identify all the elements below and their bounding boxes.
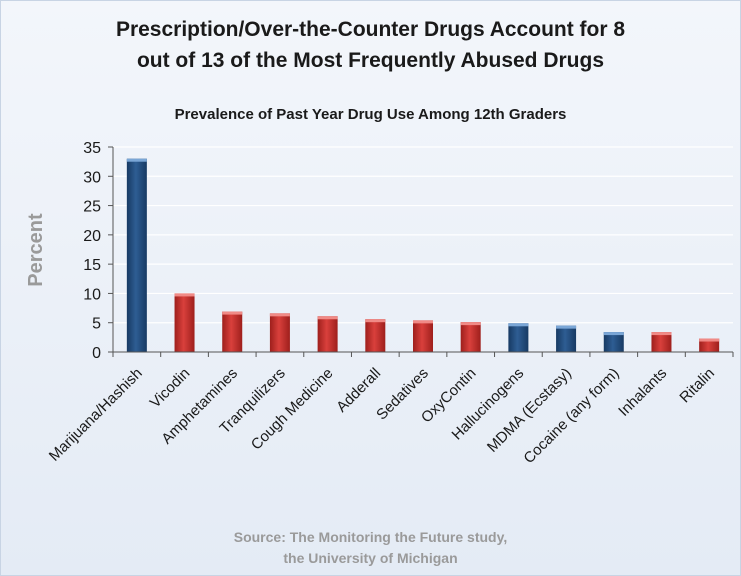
y-tick-label: 0: [92, 345, 101, 362]
bar-body: [508, 323, 529, 352]
x-tick-label: Vicodin: [147, 365, 194, 412]
bar-sedatives: [413, 320, 433, 352]
bar-body: [126, 158, 147, 352]
bar-cap: [222, 311, 243, 315]
bar-body: [365, 319, 386, 352]
bar-cap: [556, 325, 577, 329]
bar-inhalants: [651, 332, 672, 352]
bar-body: [699, 338, 720, 352]
bar-tranquilizers: [269, 313, 290, 352]
source-line-1: Source: The Monitoring the Future study,: [233, 529, 508, 545]
bar-body: [317, 316, 338, 352]
x-tick-label: MDMA (Ecstasy): [484, 365, 575, 456]
y-axis-label: Percent: [25, 213, 47, 287]
axes: [108, 146, 734, 357]
gridlines: [113, 146, 733, 324]
y-tick-label: 30: [83, 169, 101, 186]
bar-cap: [508, 323, 529, 327]
bar-cap: [460, 322, 481, 326]
y-tick-label: 10: [83, 286, 101, 303]
y-tick-label: 15: [83, 257, 101, 274]
bar-ritalin: [699, 338, 720, 352]
bar-body: [174, 293, 195, 352]
bar-amphetamines: [222, 311, 243, 352]
x-tick-label: Marijuana/Hashish: [46, 365, 146, 465]
source-line-2: the University of Michigan: [283, 550, 458, 566]
y-tick-label: 25: [83, 199, 101, 216]
y-tick-label: 5: [92, 316, 101, 333]
chart-title-line-2: out of 13 of the Most Frequently Abused …: [136, 49, 605, 72]
bar-mdma-ecstasy-: [556, 325, 577, 352]
chart-subtitle: Prevalence of Past Year Drug Use Among 1…: [174, 106, 567, 123]
bar-cap: [365, 319, 386, 323]
bar-adderall: [365, 319, 386, 352]
bar-body: [413, 320, 433, 352]
bar-oxycontin: [460, 322, 481, 352]
x-tick-labels: Marijuana/Hashish VicodinAmphetaminesTran…: [46, 365, 718, 467]
chart-title: Prescription/Over-the-Counter Drugs Acco…: [0, 14, 741, 76]
bar-body: [556, 325, 577, 352]
bar-cap: [269, 313, 290, 317]
x-tick-label: Ritalin: [676, 365, 717, 406]
source-note: Source: The Monitoring the Future study,…: [0, 527, 741, 569]
bar-cap: [651, 332, 672, 336]
y-tick-label: 35: [83, 140, 101, 157]
bar-marijuana-hashish: [126, 158, 147, 352]
bar-cap: [699, 338, 720, 342]
bars: [126, 158, 720, 352]
y-tick-labels: 0 5 10 15 20 25 30 35: [83, 140, 101, 362]
bar-cough-medicine: [317, 316, 338, 352]
bar-cocaine-any-form-: [603, 332, 624, 352]
bar-cap: [174, 293, 195, 297]
bar-body: [651, 332, 672, 352]
bar-cap: [126, 158, 147, 162]
x-tick-label: Inhalants: [615, 365, 670, 420]
bar-body: [603, 332, 624, 352]
bar-body: [222, 311, 243, 352]
bar-body: [269, 313, 290, 352]
chart-title-line-1: Prescription/Over-the-Counter Drugs Acco…: [115, 18, 626, 41]
bar-cap: [317, 316, 338, 320]
bar-body: [460, 322, 481, 352]
bar-cap: [603, 332, 624, 336]
y-tick-label: 20: [83, 228, 101, 245]
x-tick-label: Cough Medicine: [248, 365, 337, 454]
bar-hallucinogens: [508, 323, 529, 352]
bar-cap: [413, 320, 433, 324]
bar-vicodin: [174, 293, 195, 352]
